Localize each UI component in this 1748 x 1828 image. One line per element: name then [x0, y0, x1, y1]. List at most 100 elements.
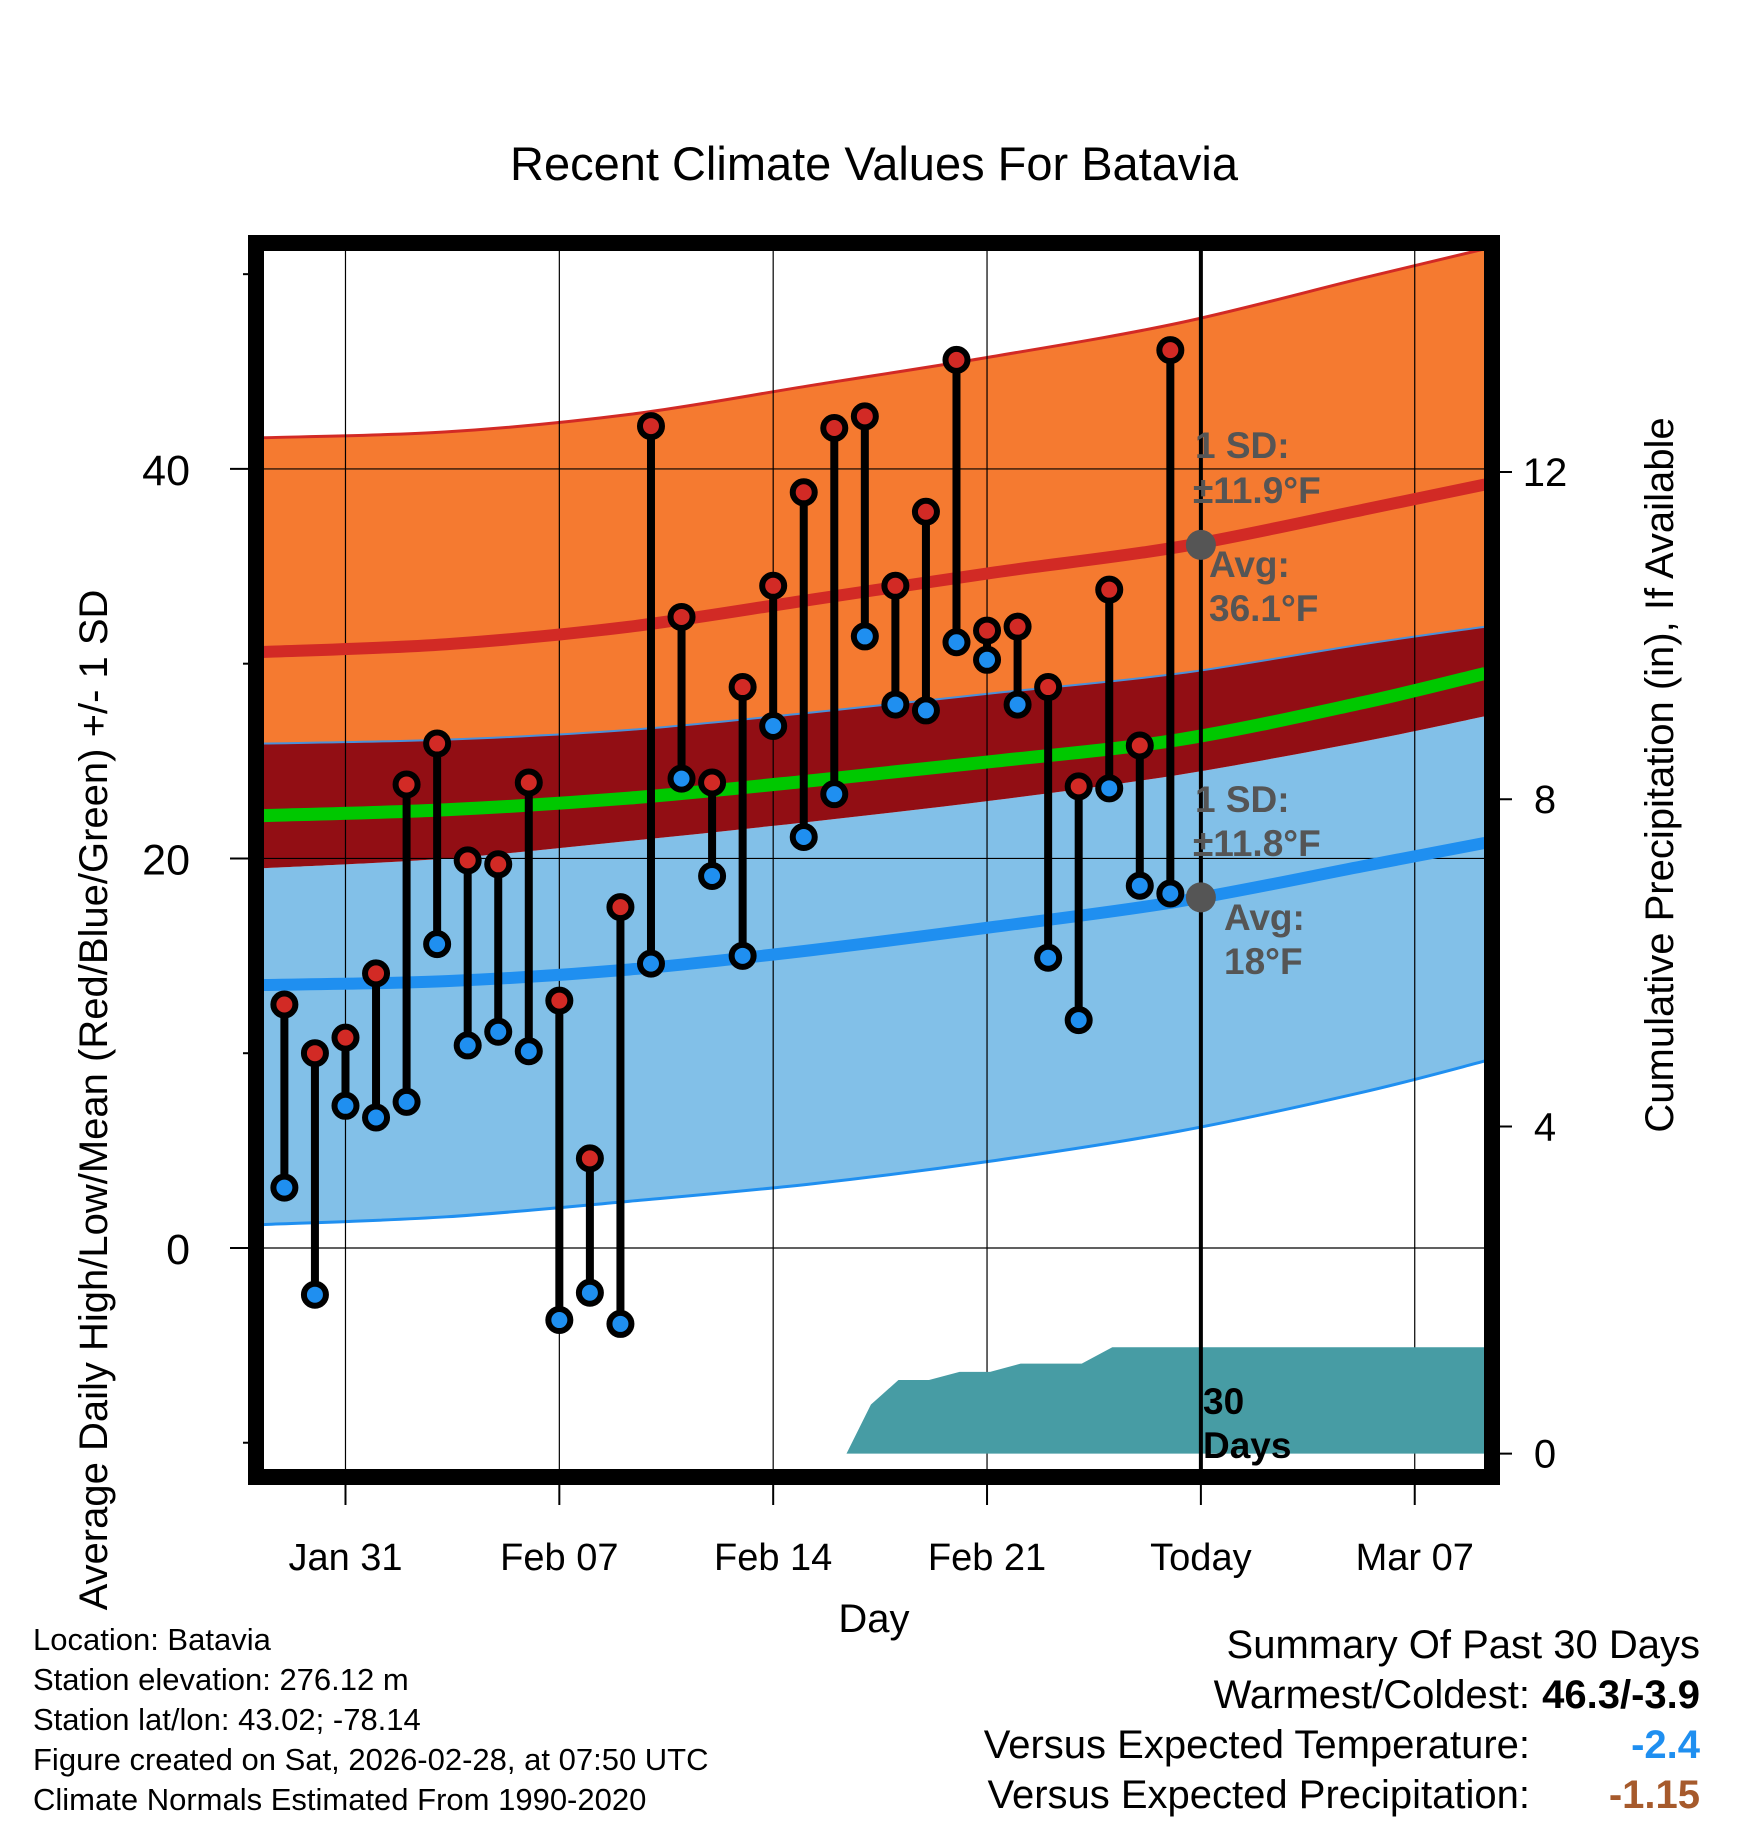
- daily-high-marker: [606, 893, 635, 922]
- summary-temp-row: Versus Expected Temperature: -2.4: [984, 1720, 1700, 1770]
- temp-delta-value: -2.4: [1631, 1723, 1700, 1767]
- daily-high-marker: [392, 770, 421, 799]
- daily-low-marker: [911, 696, 940, 725]
- x-tick-label: Jan 31: [288, 1537, 402, 1579]
- daily-high-marker: [270, 990, 299, 1019]
- daily-high-marker: [1034, 673, 1063, 702]
- daily-low-marker: [1095, 774, 1124, 803]
- y-tick-label: 20: [142, 836, 190, 884]
- x-tick-label: Feb 07: [500, 1537, 618, 1579]
- daily-high-marker: [453, 846, 482, 875]
- daily-high-marker: [698, 768, 727, 797]
- plot-frame: [248, 235, 1500, 1485]
- elevation-text: Station elevation: 276.12 m: [33, 1662, 409, 1697]
- daily-low-marker: [820, 780, 849, 809]
- precip-delta-value: -1.15: [1608, 1773, 1700, 1817]
- daily-high-marker: [1003, 612, 1032, 641]
- daily-low-marker: [759, 712, 788, 741]
- window-label: 30: [1203, 1381, 1244, 1422]
- y-tick-label: 40: [142, 447, 190, 495]
- daily-low-marker: [606, 1309, 635, 1338]
- daily-high-marker: [850, 402, 879, 431]
- daily-high-marker: [545, 986, 574, 1015]
- daily-low-marker: [789, 823, 818, 852]
- precip-delta-label: Versus Expected Precipitation:: [987, 1773, 1530, 1817]
- daily-low-marker: [1064, 1006, 1093, 1035]
- daily-low-marker: [942, 628, 971, 657]
- high-sd-value: ±11.9°F: [1193, 470, 1321, 511]
- precip-area: [846, 1347, 1485, 1454]
- created-text: Figure created on Sat, 2026-02-28, at 07…: [33, 1742, 709, 1777]
- latlon-text: Station lat/lon: 43.02; -78.14: [33, 1702, 421, 1737]
- daily-low-marker: [331, 1091, 360, 1120]
- daily-low-marker: [575, 1278, 604, 1307]
- daily-low-marker: [484, 1017, 513, 1046]
- daily-high-marker: [881, 571, 910, 600]
- daily-high-marker: [514, 768, 543, 797]
- daily-high-marker: [1125, 731, 1154, 760]
- y2-tick-label: 4: [1534, 1105, 1556, 1149]
- x-tick-label: Feb 21: [928, 1537, 1046, 1579]
- y-tick-label: 0: [166, 1226, 190, 1274]
- y2-tick-label: 8: [1534, 778, 1556, 822]
- daily-low-marker: [362, 1103, 391, 1132]
- high-upper-line: [263, 247, 1485, 440]
- high-avg-value: 36.1°F: [1209, 588, 1318, 629]
- today-low-avg-marker: [1185, 882, 1216, 913]
- summary-panel: Summary Of Past 30 Days Warmest/Coldest:…: [984, 1620, 1700, 1820]
- daily-high-marker: [300, 1039, 329, 1068]
- daily-low-marker: [300, 1280, 329, 1309]
- x-tick-label: Mar 07: [1356, 1537, 1474, 1579]
- daily-high-marker: [728, 673, 757, 702]
- summary-precip-row: Versus Expected Precipitation: -1.15: [984, 1770, 1700, 1820]
- daily-high-marker: [759, 571, 788, 600]
- daily-low-marker: [423, 930, 452, 959]
- daily-high-marker: [911, 497, 940, 526]
- daily-high-marker: [636, 412, 665, 441]
- warm-cold-label: Warmest/Coldest:: [1213, 1673, 1530, 1717]
- daily-low-marker: [514, 1037, 543, 1066]
- y2-tick-label: 0: [1534, 1433, 1556, 1477]
- high-sd-label: 1 SD:: [1195, 425, 1290, 466]
- daily-low-marker: [850, 622, 879, 651]
- mean-normal-line: [263, 667, 1485, 823]
- daily-low-marker: [1125, 871, 1154, 900]
- chart-title: Recent Climate Values For Batavia: [510, 137, 1239, 190]
- window-label-days: Days: [1203, 1425, 1291, 1466]
- summary-warm-cold-row: Warmest/Coldest: 46.3/-3.9: [984, 1670, 1700, 1720]
- y-axis-label: Average Daily High/Low/Mean (Red/Blue/Gr…: [72, 590, 116, 1611]
- x-tick-label: Feb 14: [714, 1537, 832, 1579]
- station-info: Location: Batavia Station elevation: 276…: [33, 1620, 709, 1820]
- low-sd-band: [263, 716, 1485, 1225]
- warm-cold-value: 46.3/-3.9: [1542, 1673, 1700, 1717]
- daily-high-marker: [423, 729, 452, 758]
- daily-high-marker: [484, 850, 513, 879]
- low-lower-line: [263, 1059, 1485, 1227]
- location-text: Location: Batavia: [33, 1622, 271, 1657]
- daily-low-marker: [453, 1031, 482, 1060]
- daily-high-marker: [1156, 336, 1185, 365]
- y2-tick-label: 12: [1523, 451, 1568, 495]
- daily-low-marker: [881, 690, 910, 719]
- daily-low-marker: [392, 1087, 421, 1116]
- daily-high-marker: [575, 1144, 604, 1173]
- daily-high-marker: [820, 414, 849, 443]
- high-avg-label: Avg:: [1209, 544, 1290, 585]
- daily-high-marker: [667, 602, 696, 631]
- high-sd-band: [263, 248, 1485, 744]
- daily-low-marker: [636, 949, 665, 978]
- daily-high-marker: [942, 345, 971, 374]
- summary-title: Summary Of Past 30 Days: [1226, 1623, 1700, 1667]
- normals-text: Climate Normals Estimated From 1990-2020: [33, 1782, 647, 1817]
- daily-high-marker: [789, 478, 818, 507]
- daily-low-marker: [1003, 690, 1032, 719]
- daily-low-marker: [545, 1306, 574, 1335]
- daily-low-marker: [698, 861, 727, 890]
- temp-delta-label: Versus Expected Temperature:: [983, 1723, 1530, 1767]
- daily-low-marker: [973, 645, 1002, 674]
- low-avg-label: Avg:: [1224, 897, 1305, 938]
- daily-low-marker: [728, 941, 757, 970]
- daily-high-marker: [362, 959, 391, 988]
- low-avg-value: 18°F: [1224, 941, 1303, 982]
